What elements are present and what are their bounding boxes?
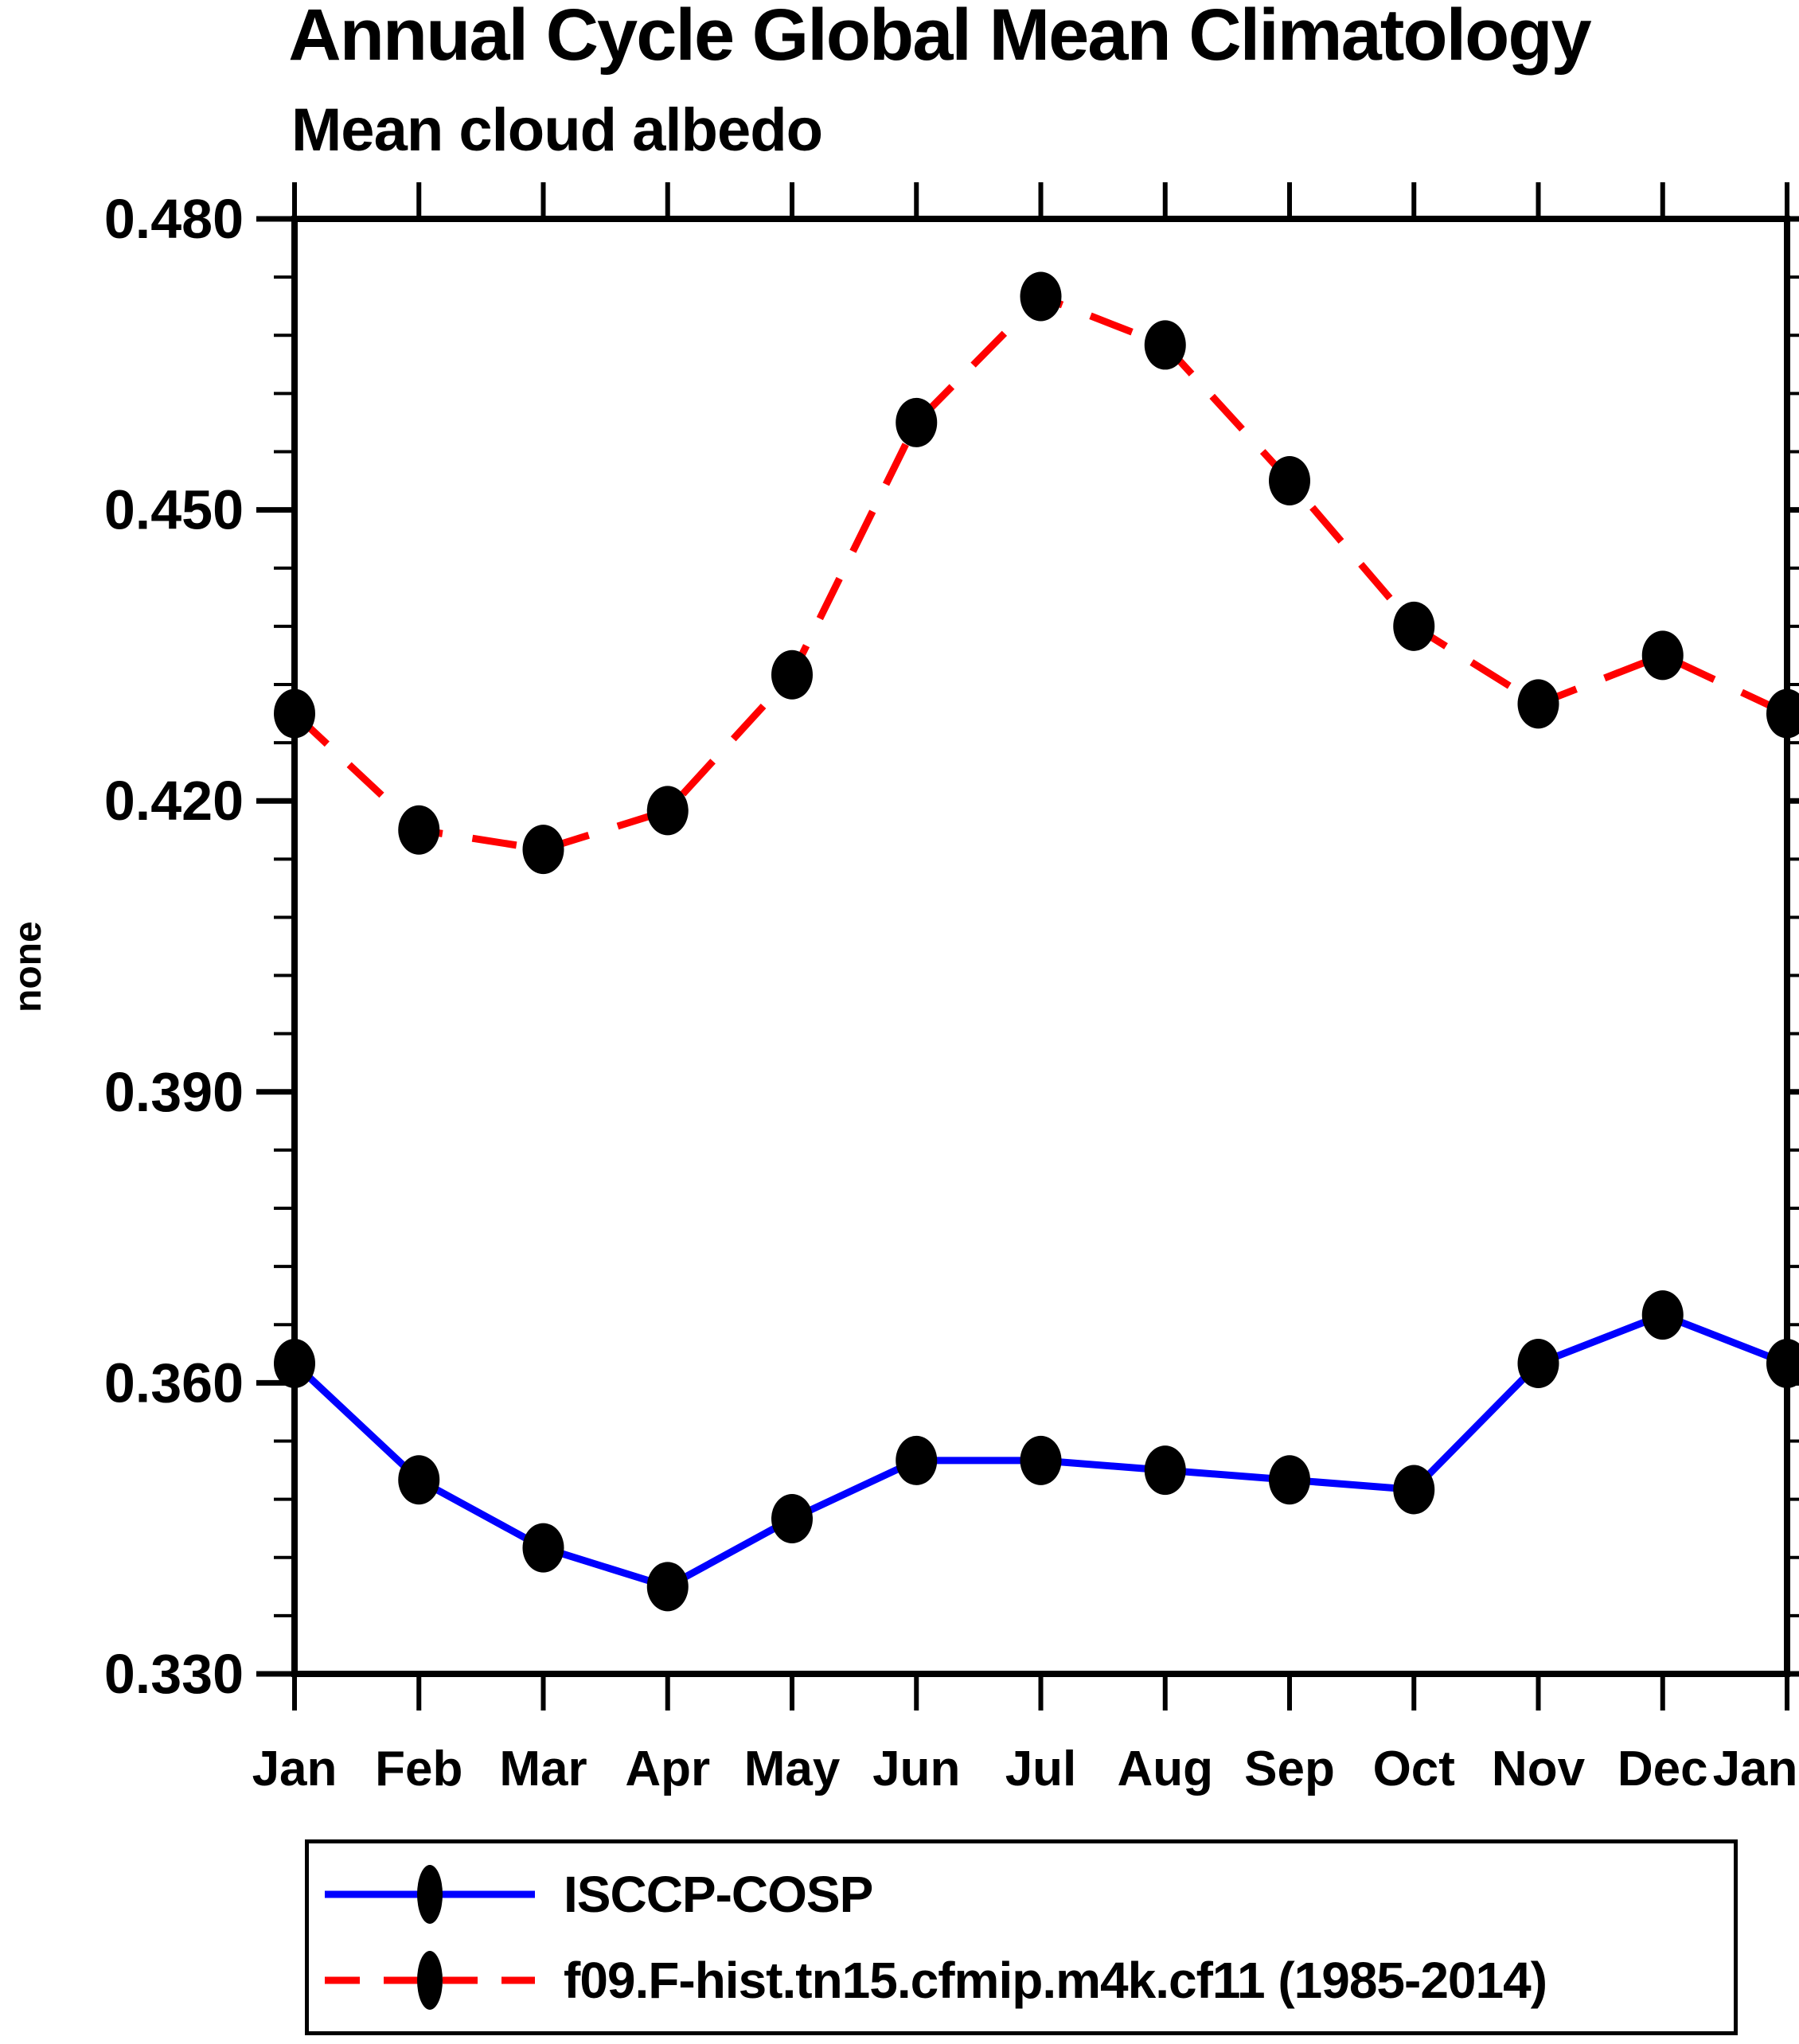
x-tick-label: Jul — [1005, 1742, 1077, 1796]
isccp-cosp-data-point — [896, 1435, 938, 1485]
model-data-point — [1020, 271, 1062, 322]
legend-marker-circle — [417, 1951, 443, 2010]
y-tick-label: 0.450 — [104, 479, 244, 541]
y-tick-label: 0.480 — [104, 188, 244, 250]
model-data-point — [1393, 601, 1435, 651]
x-tick-label: Dec — [1618, 1742, 1708, 1796]
legend-marker-circle — [417, 1865, 443, 1924]
x-tick-label: Jan — [252, 1742, 338, 1796]
isccp-cosp-data-point — [1641, 1290, 1684, 1340]
isccp-cosp-data-point — [398, 1455, 440, 1505]
y-tick-label: 0.420 — [104, 770, 244, 832]
model-data-point — [896, 397, 938, 447]
y-tick-label: 0.330 — [104, 1643, 244, 1705]
model-data-point — [1269, 456, 1310, 506]
model-data-point — [1641, 630, 1684, 681]
x-tick-label: Jan — [1713, 1742, 1798, 1796]
isccp-cosp-data-point — [646, 1562, 689, 1612]
model-data-point — [1766, 688, 1799, 739]
legend-box: ISCCP-COSP f09.F-hist.tn15.cfmip.m4k.cf1… — [305, 1839, 1738, 2035]
x-tick-label: Aug — [1117, 1742, 1213, 1796]
model-data-point — [1517, 679, 1559, 729]
isccp-cosp-data-point — [1144, 1445, 1186, 1496]
legend-label-model: f09.F-hist.tn15.cfmip.m4k.cf11 (1985-201… — [564, 1952, 1547, 2009]
x-tick-label: Sep — [1244, 1742, 1335, 1796]
x-tick-label: Oct — [1373, 1742, 1455, 1796]
y-tick-label: 0.390 — [104, 1061, 244, 1123]
model-data-point — [522, 825, 564, 875]
x-tick-label: Mar — [499, 1742, 587, 1796]
y-axis-label: none — [7, 921, 49, 1012]
x-tick-label: Nov — [1492, 1742, 1586, 1796]
isccp-cosp-data-point — [522, 1523, 564, 1573]
isccp-cosp-data-point — [274, 1339, 315, 1389]
model-data-point — [771, 649, 813, 700]
isccp-cosp-data-point — [1393, 1465, 1435, 1515]
legend-sample-solid-line — [325, 1865, 535, 1924]
isccp-cosp-data-point — [1517, 1339, 1559, 1389]
isccp-cosp-data-point — [1766, 1339, 1799, 1389]
model-data-point — [398, 805, 440, 855]
legend-label-isccp: ISCCP-COSP — [564, 1866, 873, 1923]
model-line — [291, 292, 1789, 853]
model-data-point — [1144, 320, 1186, 370]
y-tick-label: 0.360 — [104, 1352, 244, 1414]
legend-row-isccp: ISCCP-COSP — [318, 1859, 1734, 1929]
legend-row-model: f09.F-hist.tn15.cfmip.m4k.cf11 (1985-201… — [318, 1945, 1734, 2015]
isccp-cosp-data-point — [1269, 1455, 1310, 1505]
model-data-point — [646, 786, 689, 836]
x-tick-label: Jun — [872, 1742, 960, 1796]
chart-title: Annual Cycle Global Mean Climatology — [288, 0, 1591, 76]
isccp-cosp-data-point — [1020, 1435, 1062, 1485]
x-tick-label: Apr — [625, 1742, 710, 1796]
legend-sample-dashed-line — [325, 1951, 535, 2010]
x-tick-label: Feb — [375, 1742, 462, 1796]
isccp-cosp-data-point — [771, 1494, 813, 1544]
model-data-point — [274, 688, 315, 739]
chart-subtitle: Mean cloud albedo — [291, 96, 823, 164]
x-tick-label: May — [744, 1742, 841, 1796]
